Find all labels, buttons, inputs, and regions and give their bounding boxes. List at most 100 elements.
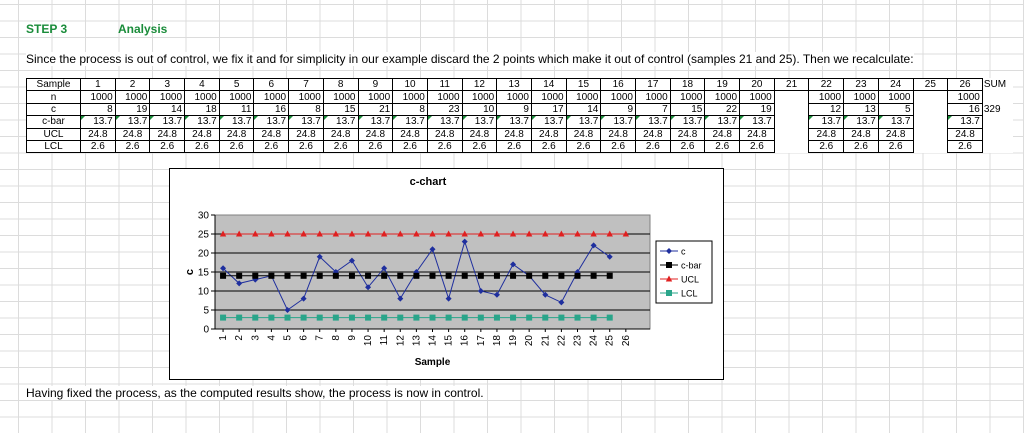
table-cell[interactable]: 2.6 (426, 139, 463, 154)
table-cell[interactable]: 20 (739, 77, 775, 92)
table-cell[interactable]: 13.7 (704, 115, 741, 129)
table-cell[interactable]: 13.7 (114, 115, 151, 129)
row-label[interactable]: c (26, 102, 81, 117)
table-cell[interactable]: 1000 (739, 90, 775, 104)
table-cell[interactable]: 13.7 (565, 115, 602, 129)
table-cell[interactable]: 24.8 (669, 127, 706, 141)
table-cell[interactable]: 2.6 (461, 139, 498, 154)
table-cell[interactable] (912, 90, 949, 104)
table-cell[interactable]: 13.7 (739, 115, 775, 129)
table-cell[interactable]: 17 (530, 102, 567, 117)
table-cell[interactable]: 12 (808, 102, 845, 117)
table-cell[interactable]: 24.8 (496, 127, 532, 141)
table-cell[interactable]: 9 (496, 102, 532, 117)
table-cell[interactable]: 14 (565, 102, 602, 117)
table-cell[interactable]: 5 (218, 77, 255, 92)
table-cell[interactable] (773, 128, 810, 141)
table-cell[interactable]: 24.8 (392, 127, 428, 141)
sum-value[interactable]: 329 (983, 103, 1001, 115)
table-cell[interactable]: 2.6 (357, 139, 394, 154)
table-cell[interactable]: 16 (947, 102, 983, 117)
table-cell[interactable]: 24.8 (565, 127, 602, 141)
table-cell[interactable]: 13.7 (461, 115, 498, 129)
table-cell[interactable]: 2.6 (530, 139, 567, 154)
table-cell[interactable]: 13.7 (322, 115, 359, 129)
table-cell[interactable]: 9 (600, 102, 636, 117)
table-cell[interactable]: 13.7 (808, 115, 845, 129)
empty-cell[interactable] (982, 128, 1012, 140)
table-cell[interactable]: 1 (80, 77, 116, 92)
table-cell[interactable]: 24.8 (530, 127, 567, 141)
table-cell[interactable]: 21 (773, 77, 810, 92)
table-cell[interactable] (912, 128, 949, 141)
table-cell[interactable]: 1000 (461, 90, 498, 104)
table-cell[interactable]: 3 (149, 77, 186, 92)
table-cell[interactable]: 1000 (669, 90, 706, 104)
table-cell[interactable]: 24.8 (635, 127, 671, 141)
table-cell[interactable]: 1000 (635, 90, 671, 104)
table-cell[interactable]: 24.8 (461, 127, 498, 141)
table-cell[interactable]: 2.6 (739, 139, 775, 154)
table-cell[interactable]: 24.8 (149, 127, 186, 141)
table-cell[interactable]: 23 (843, 77, 879, 92)
table-cell[interactable]: 22 (704, 102, 741, 117)
table-cell[interactable]: 1000 (600, 90, 636, 104)
table-cell[interactable]: 8 (288, 102, 324, 117)
table-cell[interactable]: 9 (357, 77, 394, 92)
table-cell[interactable]: 19 (704, 77, 741, 92)
table-cell[interactable]: 7 (635, 102, 671, 117)
table-cell[interactable]: 16 (600, 77, 636, 92)
table-cell[interactable]: 1000 (426, 90, 463, 104)
row-label[interactable]: c-bar (26, 115, 81, 129)
table-cell[interactable] (773, 115, 810, 129)
table-cell[interactable] (773, 140, 810, 153)
table-cell[interactable]: 13.7 (184, 115, 220, 129)
table-cell[interactable]: 18 (669, 77, 706, 92)
table-cell[interactable]: 1000 (288, 90, 324, 104)
table-cell[interactable] (773, 90, 810, 104)
table-cell[interactable]: 2.6 (392, 139, 428, 154)
table-cell[interactable]: 23 (426, 102, 463, 117)
table-cell[interactable]: 22 (808, 77, 845, 92)
table-cell[interactable]: 13.7 (600, 115, 636, 129)
table-cell[interactable]: 24.8 (947, 127, 983, 141)
table-cell[interactable]: 7 (288, 77, 324, 92)
table-cell[interactable]: 2.6 (669, 139, 706, 154)
table-cell[interactable]: 2.6 (600, 139, 636, 154)
table-cell[interactable]: 2.6 (496, 139, 532, 154)
table-cell[interactable]: 21 (357, 102, 394, 117)
table-cell[interactable]: 24.8 (322, 127, 359, 141)
table-cell[interactable]: 14 (530, 77, 567, 92)
table-cell[interactable]: 1000 (877, 90, 914, 104)
table-cell[interactable]: 24.8 (808, 127, 845, 141)
table-cell[interactable]: 2.6 (947, 139, 983, 154)
table-cell[interactable]: 17 (635, 77, 671, 92)
table-cell[interactable]: 13.7 (218, 115, 255, 129)
table-cell[interactable]: 10 (461, 102, 498, 117)
table-cell[interactable]: 6 (253, 77, 290, 92)
sum-label[interactable]: SUM (983, 79, 1007, 91)
table-cell[interactable]: 5 (877, 102, 914, 117)
table-cell[interactable]: 15 (565, 77, 602, 92)
table-cell[interactable]: 24.8 (843, 127, 879, 141)
table-cell[interactable]: 1000 (357, 90, 394, 104)
table-cell[interactable]: 13.7 (288, 115, 324, 129)
table-cell[interactable]: 4 (184, 77, 220, 92)
table-cell[interactable]: 13 (496, 77, 532, 92)
table-cell[interactable]: 13.7 (253, 115, 290, 129)
table-cell[interactable]: 1000 (947, 90, 983, 104)
table-cell[interactable]: 24.8 (600, 127, 636, 141)
table-cell[interactable]: 1000 (808, 90, 845, 104)
table-cell[interactable]: 13.7 (669, 115, 706, 129)
table-cell[interactable]: 2.6 (184, 139, 220, 154)
table-cell[interactable]: 1000 (704, 90, 741, 104)
table-cell[interactable]: 24.8 (218, 127, 255, 141)
table-cell[interactable] (912, 103, 949, 116)
empty-cell[interactable] (982, 116, 1012, 128)
table-cell[interactable]: 24 (877, 77, 914, 92)
table-cell[interactable]: 2.6 (80, 139, 116, 154)
table-cell[interactable]: 8 (322, 77, 359, 92)
table-cell[interactable]: 13.7 (80, 115, 116, 129)
table-cell[interactable]: 2.6 (808, 139, 845, 154)
table-cell[interactable]: 13.7 (635, 115, 671, 129)
